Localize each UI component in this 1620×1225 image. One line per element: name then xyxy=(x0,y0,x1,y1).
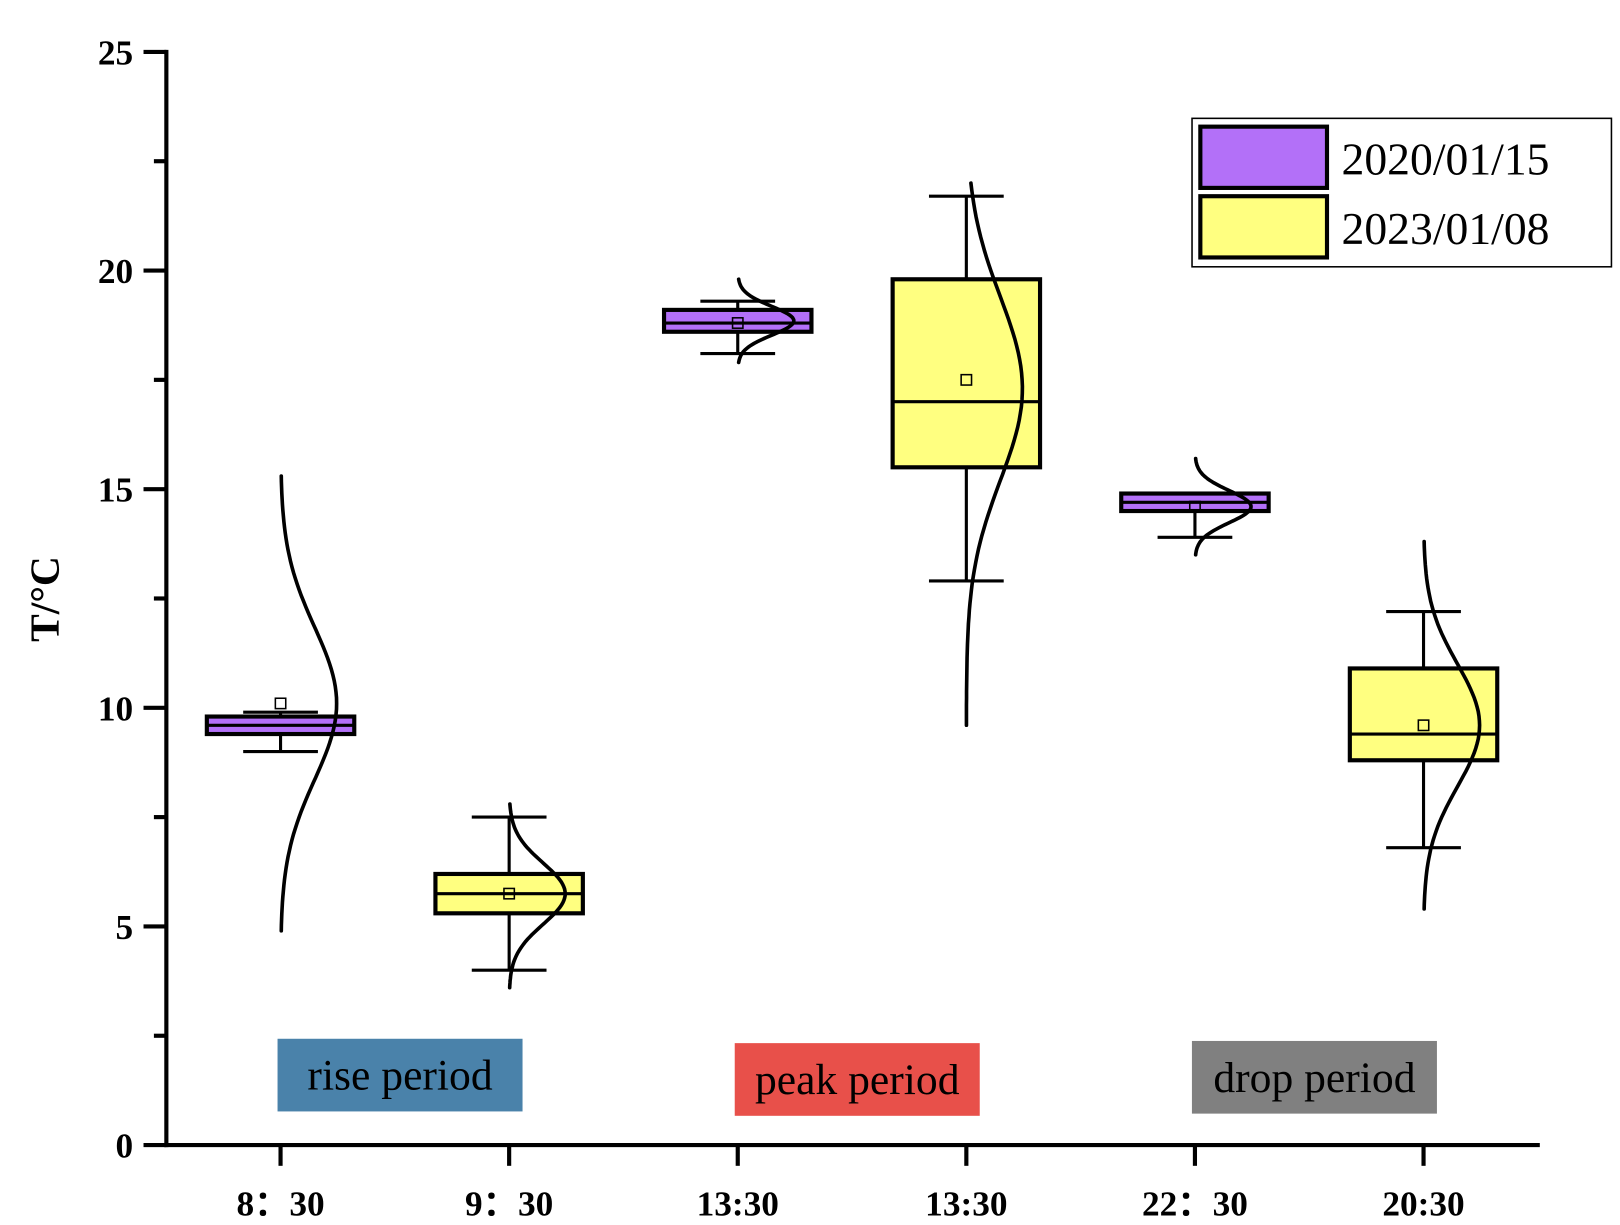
y-tick-label: 10 xyxy=(98,689,133,728)
box xyxy=(1347,666,1500,763)
annotation-label: drop period xyxy=(1213,1054,1415,1102)
x-tick-label: 22：30 xyxy=(1142,1185,1248,1224)
y-tick-label: 25 xyxy=(98,33,133,72)
y-tick-label: 5 xyxy=(115,908,133,947)
y-tick-label: 0 xyxy=(115,1127,133,1166)
box xyxy=(890,277,1043,470)
distribution-curve xyxy=(1422,539,1482,911)
annotation-box xyxy=(734,1043,980,1116)
y-tick-label: 20 xyxy=(98,252,133,291)
distribution-curve xyxy=(736,277,796,365)
mean-marker xyxy=(503,887,516,900)
mean-marker xyxy=(1188,500,1201,513)
y-axis-label: T/°C xyxy=(21,556,67,642)
x-tick-label: 8：30 xyxy=(236,1185,324,1224)
legend-label: 2020/01/15 xyxy=(1342,133,1550,184)
x-tick-label: 9：30 xyxy=(465,1185,553,1224)
annotation-label: peak period xyxy=(755,1056,960,1104)
x-tick-label: 20:30 xyxy=(1382,1185,1464,1224)
mean-marker xyxy=(960,373,973,386)
x-tick-label: 13:30 xyxy=(697,1185,779,1224)
legend-swatch xyxy=(1198,124,1330,190)
distribution-curve xyxy=(964,181,1025,728)
annotation-box xyxy=(277,1038,523,1112)
y-tick-label: 15 xyxy=(98,471,133,510)
mean-marker xyxy=(274,697,287,710)
annotation-label: rise period xyxy=(307,1052,492,1100)
x-tick-label: 13:30 xyxy=(925,1185,1007,1224)
annotation-box xyxy=(1191,1040,1437,1114)
distribution-curve xyxy=(1193,456,1253,557)
distribution-curve xyxy=(279,474,339,933)
box xyxy=(661,307,814,334)
legend-swatch xyxy=(1198,194,1330,260)
legend-label: 2023/01/08 xyxy=(1342,203,1550,254)
mean-marker xyxy=(1417,719,1430,732)
mean-marker xyxy=(731,317,744,329)
distribution-curve xyxy=(507,802,568,990)
